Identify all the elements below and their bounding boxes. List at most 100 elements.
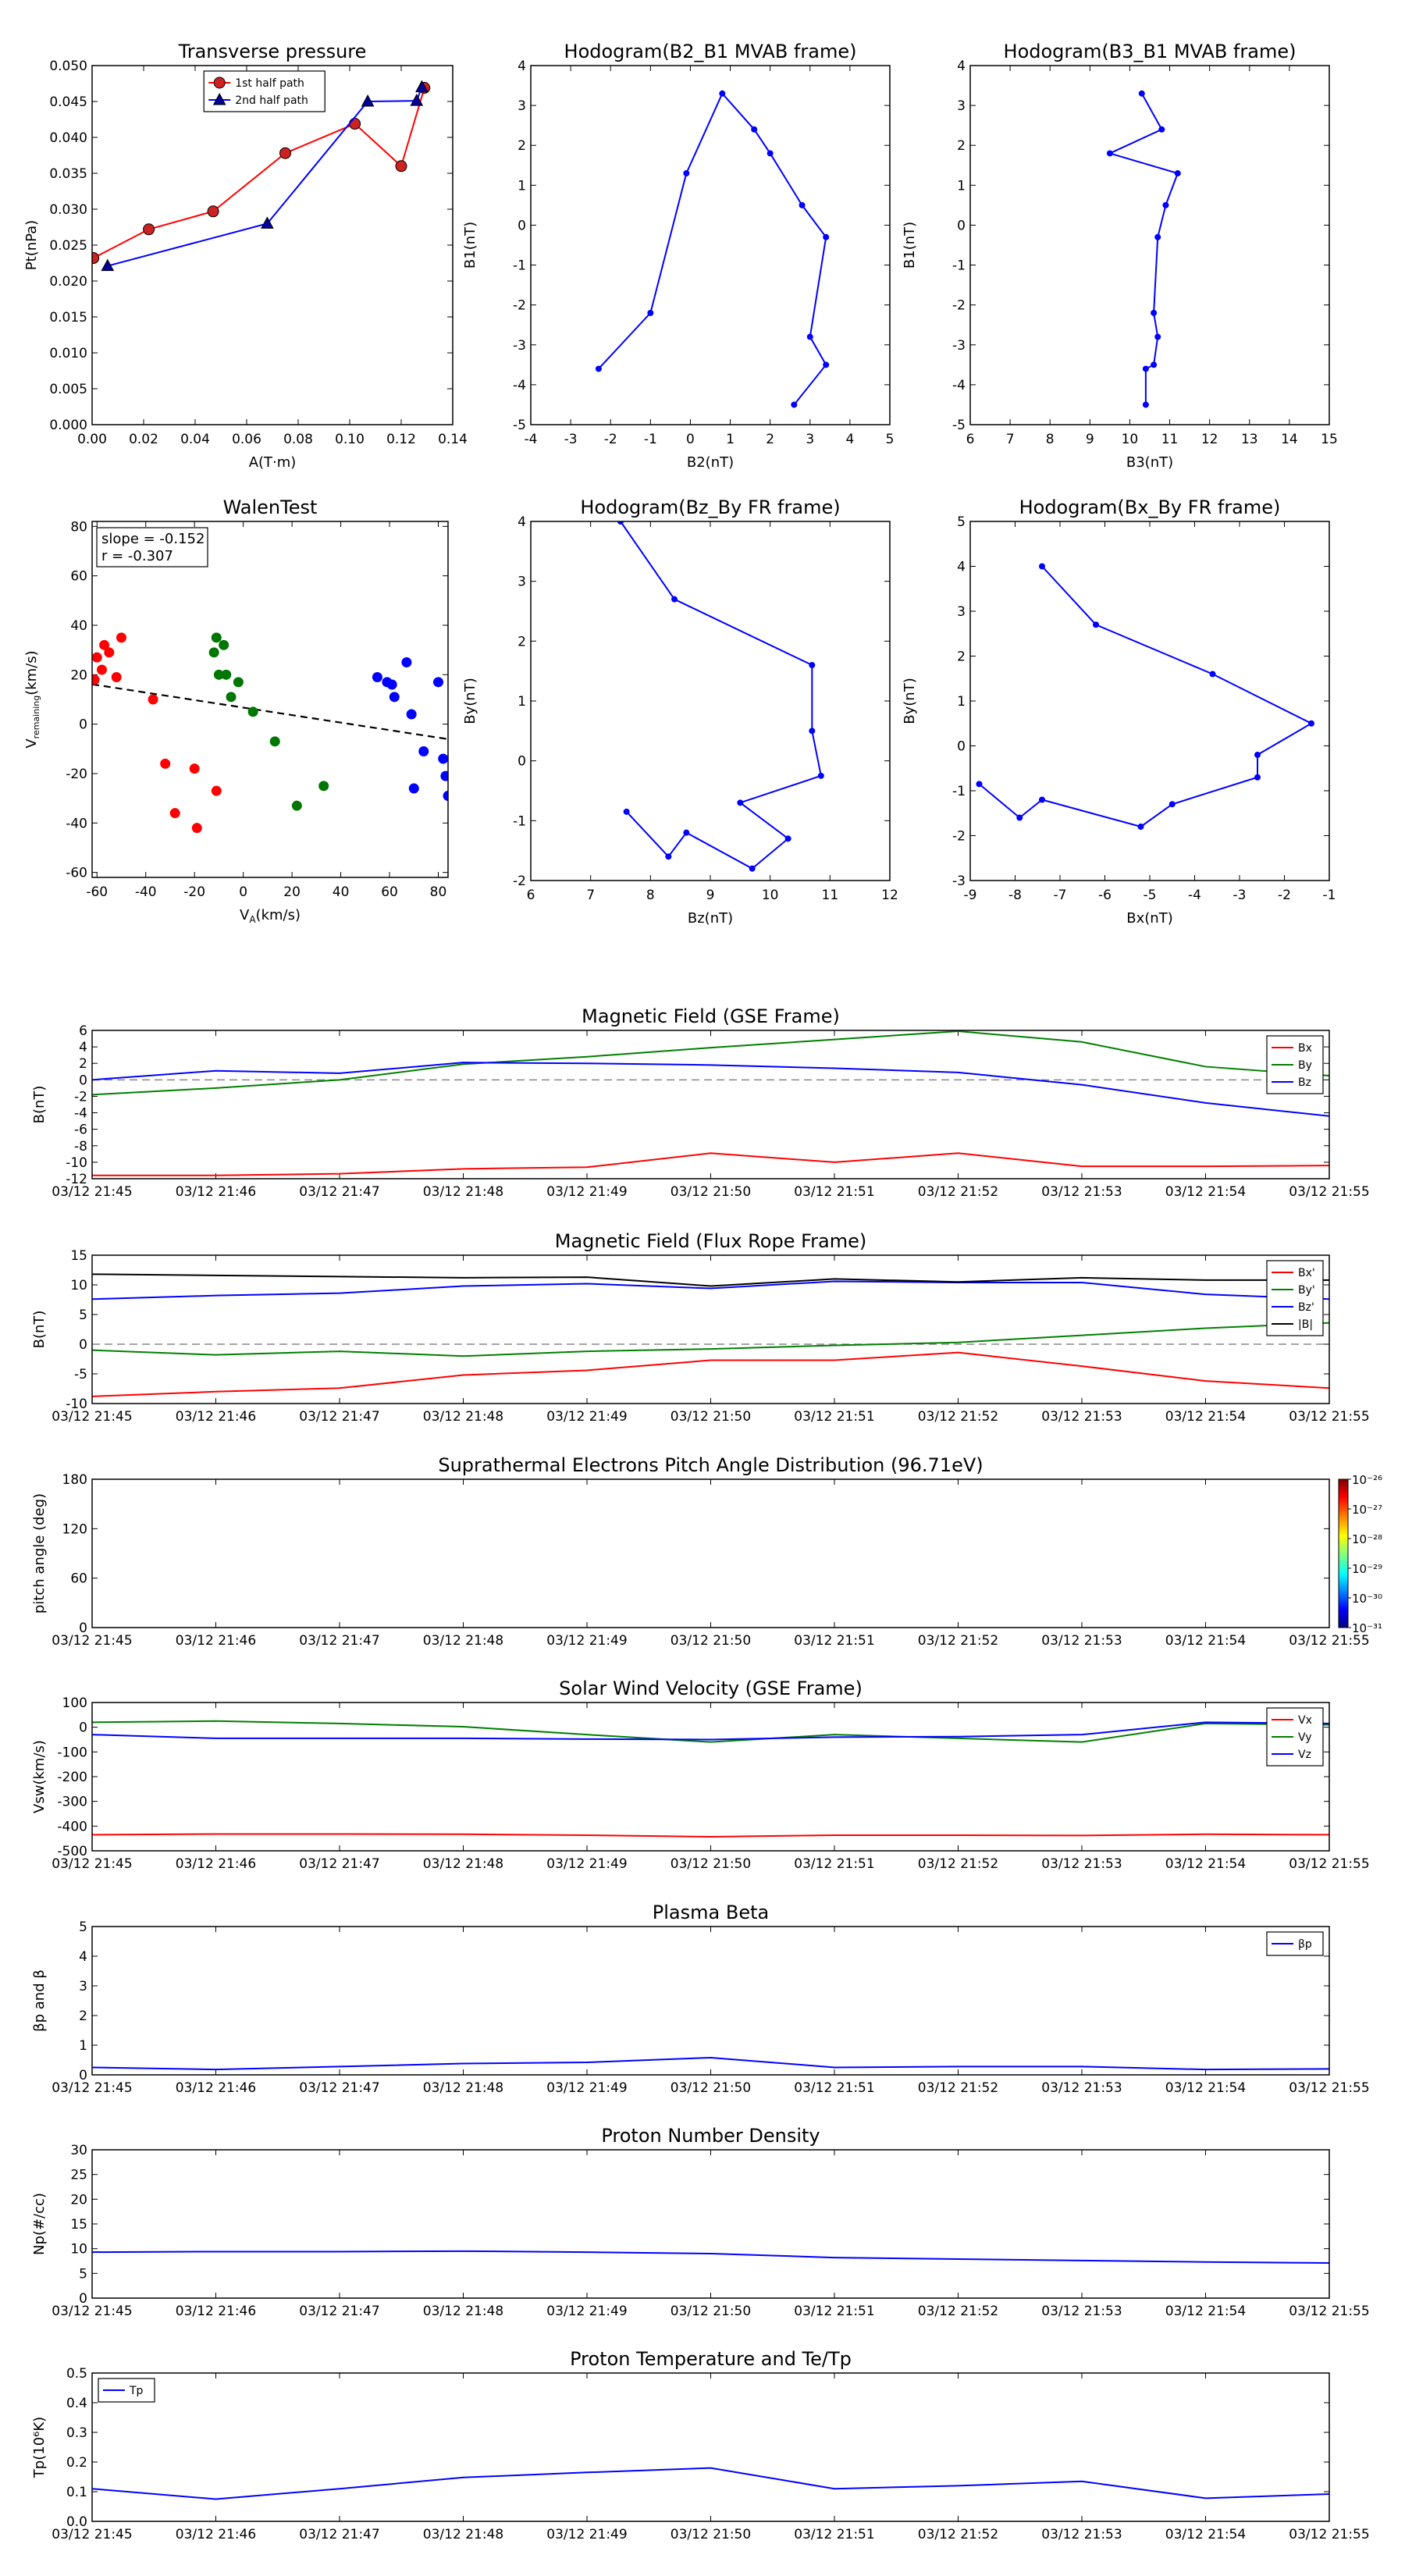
chart-vsw: Solar Wind Velocity (GSE Frame) -500 -400 -… xyxy=(31,1678,1370,1872)
x-tick-label: -4 xyxy=(525,432,538,447)
x-tick-label: 03/12 21:48 xyxy=(423,2080,503,2096)
x-tick-label: 0.00 xyxy=(77,432,107,447)
y-tick-label: 60 xyxy=(70,1571,87,1587)
x-tick-label: 03/12 21:49 xyxy=(546,2304,627,2319)
data-point xyxy=(806,333,813,340)
chart-title: Magnetic Field (Flux Rope Frame) xyxy=(555,1230,866,1252)
scatter-point xyxy=(443,791,448,801)
plot-frame xyxy=(969,65,1330,425)
y-tick-label: 0 xyxy=(518,754,526,770)
plot-area xyxy=(1106,90,1181,408)
chart-np: Proton Number Density 0 5 10 15 20 25 30 03/12 2… xyxy=(31,2125,1370,2319)
series-line-Tp xyxy=(92,2467,1329,2500)
scatter-point xyxy=(291,800,302,811)
x-tick-label: -3 xyxy=(1233,888,1247,903)
data-point xyxy=(817,772,824,779)
y-tick-label: 0.025 xyxy=(49,238,87,254)
y-tick-label: 0.2 xyxy=(66,2455,87,2471)
x-tick-label: 03/12 21:46 xyxy=(176,1856,256,1872)
legend-label: Bz xyxy=(1298,1076,1311,1089)
x-tick-label: -1 xyxy=(644,432,657,447)
x-tick-label: 03/12 21:52 xyxy=(918,1409,998,1425)
x-tick-label: 03/12 21:49 xyxy=(546,1409,627,1425)
data-point xyxy=(143,223,155,236)
x-tick-label: 03/12 21:48 xyxy=(423,1633,503,1649)
x-tick-label: 12 xyxy=(881,888,898,903)
x-tick-label: 60 xyxy=(381,884,398,900)
legend-marker xyxy=(213,76,226,89)
x-tick-label: 03/12 21:50 xyxy=(670,1633,751,1649)
data-point xyxy=(719,90,726,97)
chart-title: Magnetic Field (GSE Frame) xyxy=(582,1005,840,1027)
scatter-point xyxy=(169,808,180,819)
x-tick-label: 03/12 21:46 xyxy=(176,2527,256,2542)
x-tick-label: 03/12 21:52 xyxy=(918,1856,998,1872)
series-line-0 xyxy=(1108,93,1179,405)
chart-title: Solar Wind Velocity (GSE Frame) xyxy=(559,1678,863,1699)
x-tick-label: 03/12 21:51 xyxy=(794,1633,874,1649)
y-tick-label: 1 xyxy=(79,2038,87,2054)
x-tick-label: -2 xyxy=(1278,888,1291,903)
y-tick-label: -200 xyxy=(57,1770,87,1785)
data-point xyxy=(683,170,690,176)
scatter-point xyxy=(269,736,280,747)
scatter-point xyxy=(440,770,448,781)
x-tick-label: 11 xyxy=(1161,432,1179,447)
x-tick-label: 03/12 21:47 xyxy=(299,1856,379,1872)
scatter-point xyxy=(226,692,237,703)
x-tick-label: 03/12 21:47 xyxy=(299,1409,379,1425)
x-tick-label: 03/12 21:46 xyxy=(176,2304,256,2319)
x-tick-label: -9 xyxy=(964,888,977,903)
x-tick-label: -2 xyxy=(604,432,617,447)
x-tick-label: 03/12 21:45 xyxy=(52,1856,132,1872)
colorbar-label: 10⁻³¹ xyxy=(1352,1621,1382,1635)
y-tick-label: -4 xyxy=(74,1106,87,1122)
y-tick-label: 0 xyxy=(79,1073,87,1088)
y-tick-label: 5 xyxy=(957,514,966,530)
y-tick-label: 0.4 xyxy=(66,2396,87,2411)
data-point xyxy=(92,252,100,265)
x-tick-label: 03/12 21:55 xyxy=(1289,2527,1369,2542)
data-point xyxy=(1254,752,1261,758)
y-tick-label: 2 xyxy=(957,138,966,154)
scatter-point xyxy=(318,781,329,792)
x-tick-label: -6 xyxy=(1098,888,1112,903)
x-tick-label: 2 xyxy=(766,432,774,447)
y-tick-label: -4 xyxy=(952,378,966,393)
data-point xyxy=(261,216,274,229)
scatter-point xyxy=(213,669,224,680)
plot-area xyxy=(976,563,1314,830)
y-tick-label: 0 xyxy=(518,218,526,233)
plot-frame xyxy=(969,521,1330,881)
x-tick-label: 03/12 21:47 xyxy=(299,2527,379,2542)
x-tick-label: 7 xyxy=(586,888,595,903)
x-tick-label: 03/12 21:52 xyxy=(918,1184,998,1200)
series-line-|B| xyxy=(92,1273,1329,1287)
series-line-Bx xyxy=(92,1152,1329,1176)
y-tick-label: 2 xyxy=(518,138,526,154)
y-tick-label: -3 xyxy=(952,338,966,354)
colorbar-label: 10⁻²⁶ xyxy=(1352,1473,1382,1487)
x-tick-label: 03/12 21:50 xyxy=(670,1409,751,1425)
x-tick-label: 03/12 21:52 xyxy=(918,2080,998,2096)
x-tick-label: 8 xyxy=(1046,432,1055,447)
x-tick-label: 03/12 21:49 xyxy=(546,2080,627,2096)
y-tick-label: 0.5 xyxy=(66,2366,87,2382)
series-line-0 xyxy=(620,521,822,870)
y-tick-label: -2 xyxy=(513,873,526,889)
x-tick-label: 0.08 xyxy=(283,432,313,447)
x-tick-label: 03/12 21:53 xyxy=(1041,2304,1122,2319)
y-tick-label: -1 xyxy=(952,784,966,799)
y-tick-label: 4 xyxy=(518,514,526,530)
series-line-Bz xyxy=(92,1062,1329,1117)
x-tick-label: 03/12 21:53 xyxy=(1041,1856,1122,1872)
x-tick-label: 03/12 21:54 xyxy=(1165,1633,1246,1649)
x-tick-label: 03/12 21:45 xyxy=(52,1633,132,1649)
y-tick-label: 0.035 xyxy=(49,166,87,182)
scatter-point xyxy=(99,639,110,650)
series-line-By' xyxy=(92,1322,1329,1357)
x-tick-label: 03/12 21:52 xyxy=(918,1633,998,1649)
x-tick-label: 03/12 21:45 xyxy=(52,1184,132,1200)
series-line-0 xyxy=(92,2250,1329,2265)
